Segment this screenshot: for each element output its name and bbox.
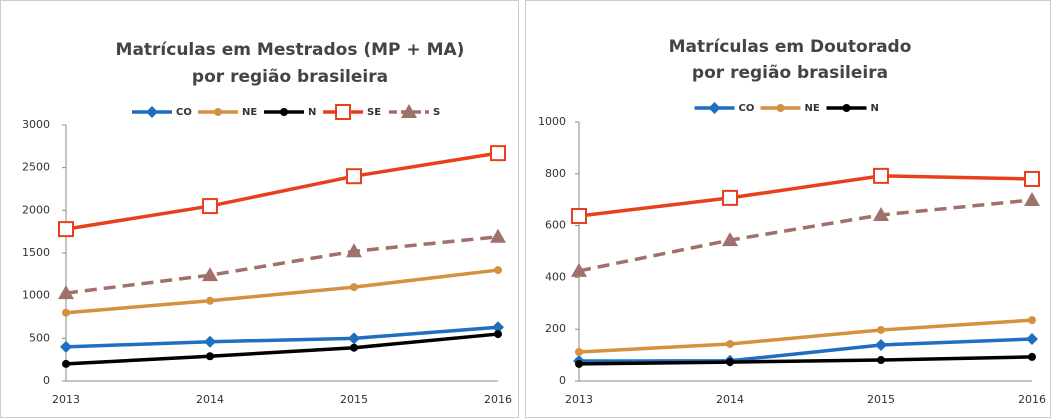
marker <box>1028 352 1036 361</box>
line <box>578 174 1033 218</box>
marker <box>1024 191 1040 206</box>
marker <box>350 283 358 292</box>
marker <box>571 262 587 277</box>
marker <box>202 267 218 282</box>
marker <box>490 228 506 243</box>
marker <box>877 325 885 334</box>
y-tick-label: 600 <box>545 219 566 232</box>
marker <box>726 358 734 367</box>
line <box>578 198 1033 273</box>
marker <box>58 221 74 238</box>
marker <box>1026 333 1038 346</box>
y-tick-label: 2000 <box>22 203 50 216</box>
marker <box>346 243 362 258</box>
y-tick-label: 0 <box>43 374 50 387</box>
marker <box>494 330 502 339</box>
marker <box>62 308 70 317</box>
y-tick-label: 1000 <box>538 115 566 128</box>
line <box>578 355 1033 366</box>
marker <box>776 104 785 112</box>
legend-label: CO <box>176 107 192 118</box>
marker <box>206 352 214 361</box>
y-tick-label: 500 <box>29 331 50 344</box>
marker <box>401 104 417 118</box>
marker <box>204 335 216 348</box>
legend-label: SE <box>367 107 381 118</box>
marker <box>214 108 222 116</box>
marker <box>575 359 583 368</box>
legend-label: NE <box>242 107 257 118</box>
line <box>65 235 499 295</box>
marker <box>346 168 362 185</box>
marker <box>60 340 72 353</box>
line <box>65 268 499 315</box>
marker <box>62 359 70 368</box>
marker <box>842 104 851 112</box>
marker <box>877 356 885 365</box>
x-tick-label: 2016 <box>484 393 512 406</box>
marker <box>202 198 218 215</box>
line <box>65 332 499 366</box>
y-tick-label: 400 <box>545 270 566 283</box>
marker <box>146 106 158 118</box>
line <box>65 325 499 349</box>
marker <box>350 343 358 352</box>
legend-label: CO <box>739 103 755 114</box>
y-tick-label: 3000 <box>22 118 50 131</box>
marker <box>708 102 721 114</box>
marker <box>722 232 738 247</box>
x-tick-label: 2015 <box>340 393 368 406</box>
marker <box>1024 170 1040 187</box>
marker <box>875 338 887 351</box>
y-tick-label: 200 <box>545 322 566 335</box>
legend-label: N <box>308 107 316 118</box>
marker <box>575 347 583 356</box>
x-tick-label: 2014 <box>196 393 224 406</box>
marker <box>335 104 351 120</box>
marker <box>722 189 738 206</box>
x-tick-label: 2016 <box>1018 393 1046 406</box>
marker <box>726 339 734 348</box>
y-tick-label: 1500 <box>22 246 50 259</box>
marker <box>280 108 288 116</box>
marker <box>348 332 360 345</box>
x-tick-label: 2014 <box>716 393 744 406</box>
y-tick-label: 1000 <box>22 289 50 302</box>
marker <box>1028 316 1036 325</box>
line <box>578 337 1033 363</box>
marker <box>494 266 502 275</box>
marker <box>873 206 889 221</box>
legend-label: N <box>871 103 879 114</box>
x-tick-label: 2015 <box>867 393 895 406</box>
chart-title: Matrículas em Mestrados (MP + MA) <box>116 40 465 60</box>
chart-title: Matrículas em Doutorado <box>669 37 912 57</box>
marker <box>873 167 889 184</box>
x-tick-label: 2013 <box>565 393 593 406</box>
legend-label: S <box>433 107 440 118</box>
marker <box>492 321 504 334</box>
y-tick-label: 800 <box>545 167 566 180</box>
y-tick-label: 2500 <box>22 161 50 174</box>
marker <box>58 285 74 300</box>
chart-title: por região brasileira <box>692 63 888 83</box>
x-tick-label: 2013 <box>52 393 80 406</box>
line <box>578 318 1033 354</box>
legend-label: NE <box>805 103 820 114</box>
marker <box>490 145 506 162</box>
line <box>65 151 499 231</box>
y-tick-label: 0 <box>559 374 566 387</box>
marker <box>571 208 587 225</box>
chart-title: por região brasileira <box>192 67 388 87</box>
marker <box>206 296 214 305</box>
